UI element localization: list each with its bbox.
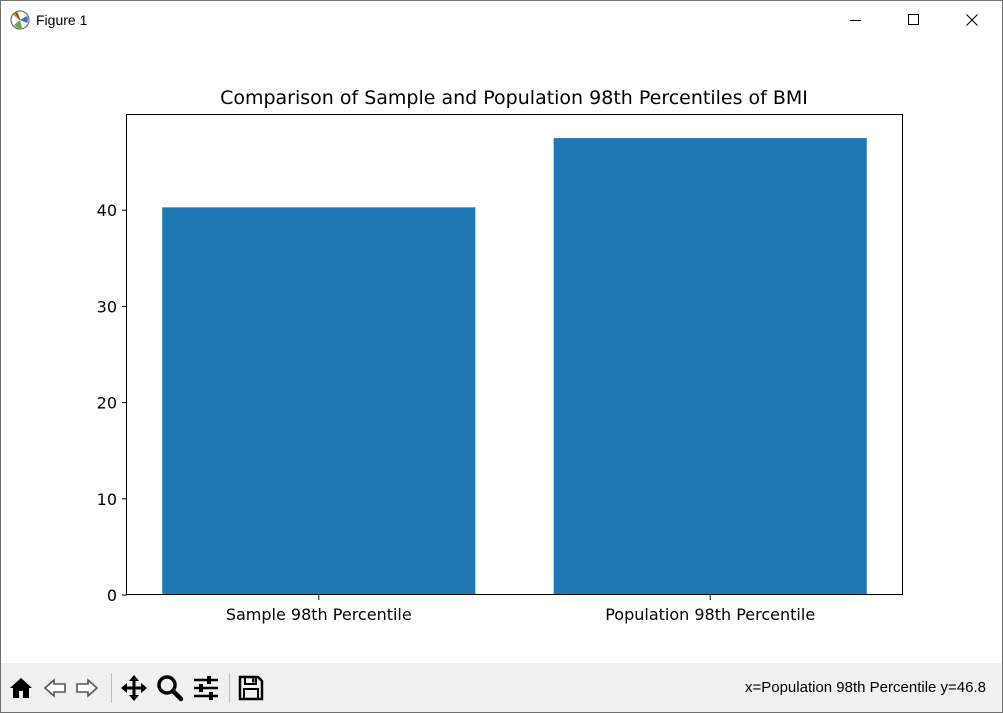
pan-icon [121, 675, 147, 701]
maximize-icon [908, 14, 919, 25]
toolbar-separator [111, 673, 112, 703]
bar [553, 138, 867, 595]
home-button[interactable] [6, 673, 36, 703]
y-tick-label: 10 [97, 490, 117, 509]
x-tick-label: Sample 98th Percentile [226, 605, 412, 624]
y-tick-label: 30 [97, 297, 117, 316]
toolbar-separator [229, 673, 230, 703]
forward-button[interactable] [72, 673, 102, 703]
pan-button[interactable] [119, 673, 149, 703]
save-icon [238, 675, 264, 701]
home-icon [10, 678, 32, 698]
y-tick-label: 40 [97, 201, 117, 220]
figure-canvas[interactable]: Comparison of Sample and Population 98th… [1, 39, 1002, 663]
bar-chart[interactable]: Comparison of Sample and Population 98th… [1, 39, 1002, 663]
minimize-button[interactable] [827, 1, 885, 39]
plot-frame [126, 114, 903, 595]
x-tick-label: Population 98th Percentile [605, 605, 815, 624]
y-tick-label: 20 [97, 394, 117, 413]
save-button[interactable] [236, 673, 266, 703]
navigation-toolbar: x=Population 98th Percentile y=46.8 [1, 663, 1002, 712]
close-button[interactable] [943, 1, 1001, 39]
chart-title: Comparison of Sample and Population 98th… [220, 87, 808, 109]
zoom-icon [157, 675, 184, 702]
back-button[interactable] [40, 673, 70, 703]
y-tick-label: 0 [107, 586, 117, 605]
bar [162, 207, 476, 595]
close-icon [966, 14, 978, 26]
back-icon [43, 678, 66, 698]
cursor-coordinates-readout: x=Population 98th Percentile y=46.8 [744, 679, 986, 696]
matplotlib-icon [10, 10, 30, 30]
zoom-button[interactable] [155, 673, 185, 703]
title-bar: Figure 1 [1, 1, 1002, 39]
minimize-icon [850, 20, 861, 21]
maximize-button[interactable] [885, 1, 943, 39]
configure-subplots-icon [194, 676, 218, 700]
window-title: Figure 1 [36, 12, 88, 28]
forward-icon [76, 678, 99, 698]
configure-subplots-button[interactable] [191, 673, 221, 703]
